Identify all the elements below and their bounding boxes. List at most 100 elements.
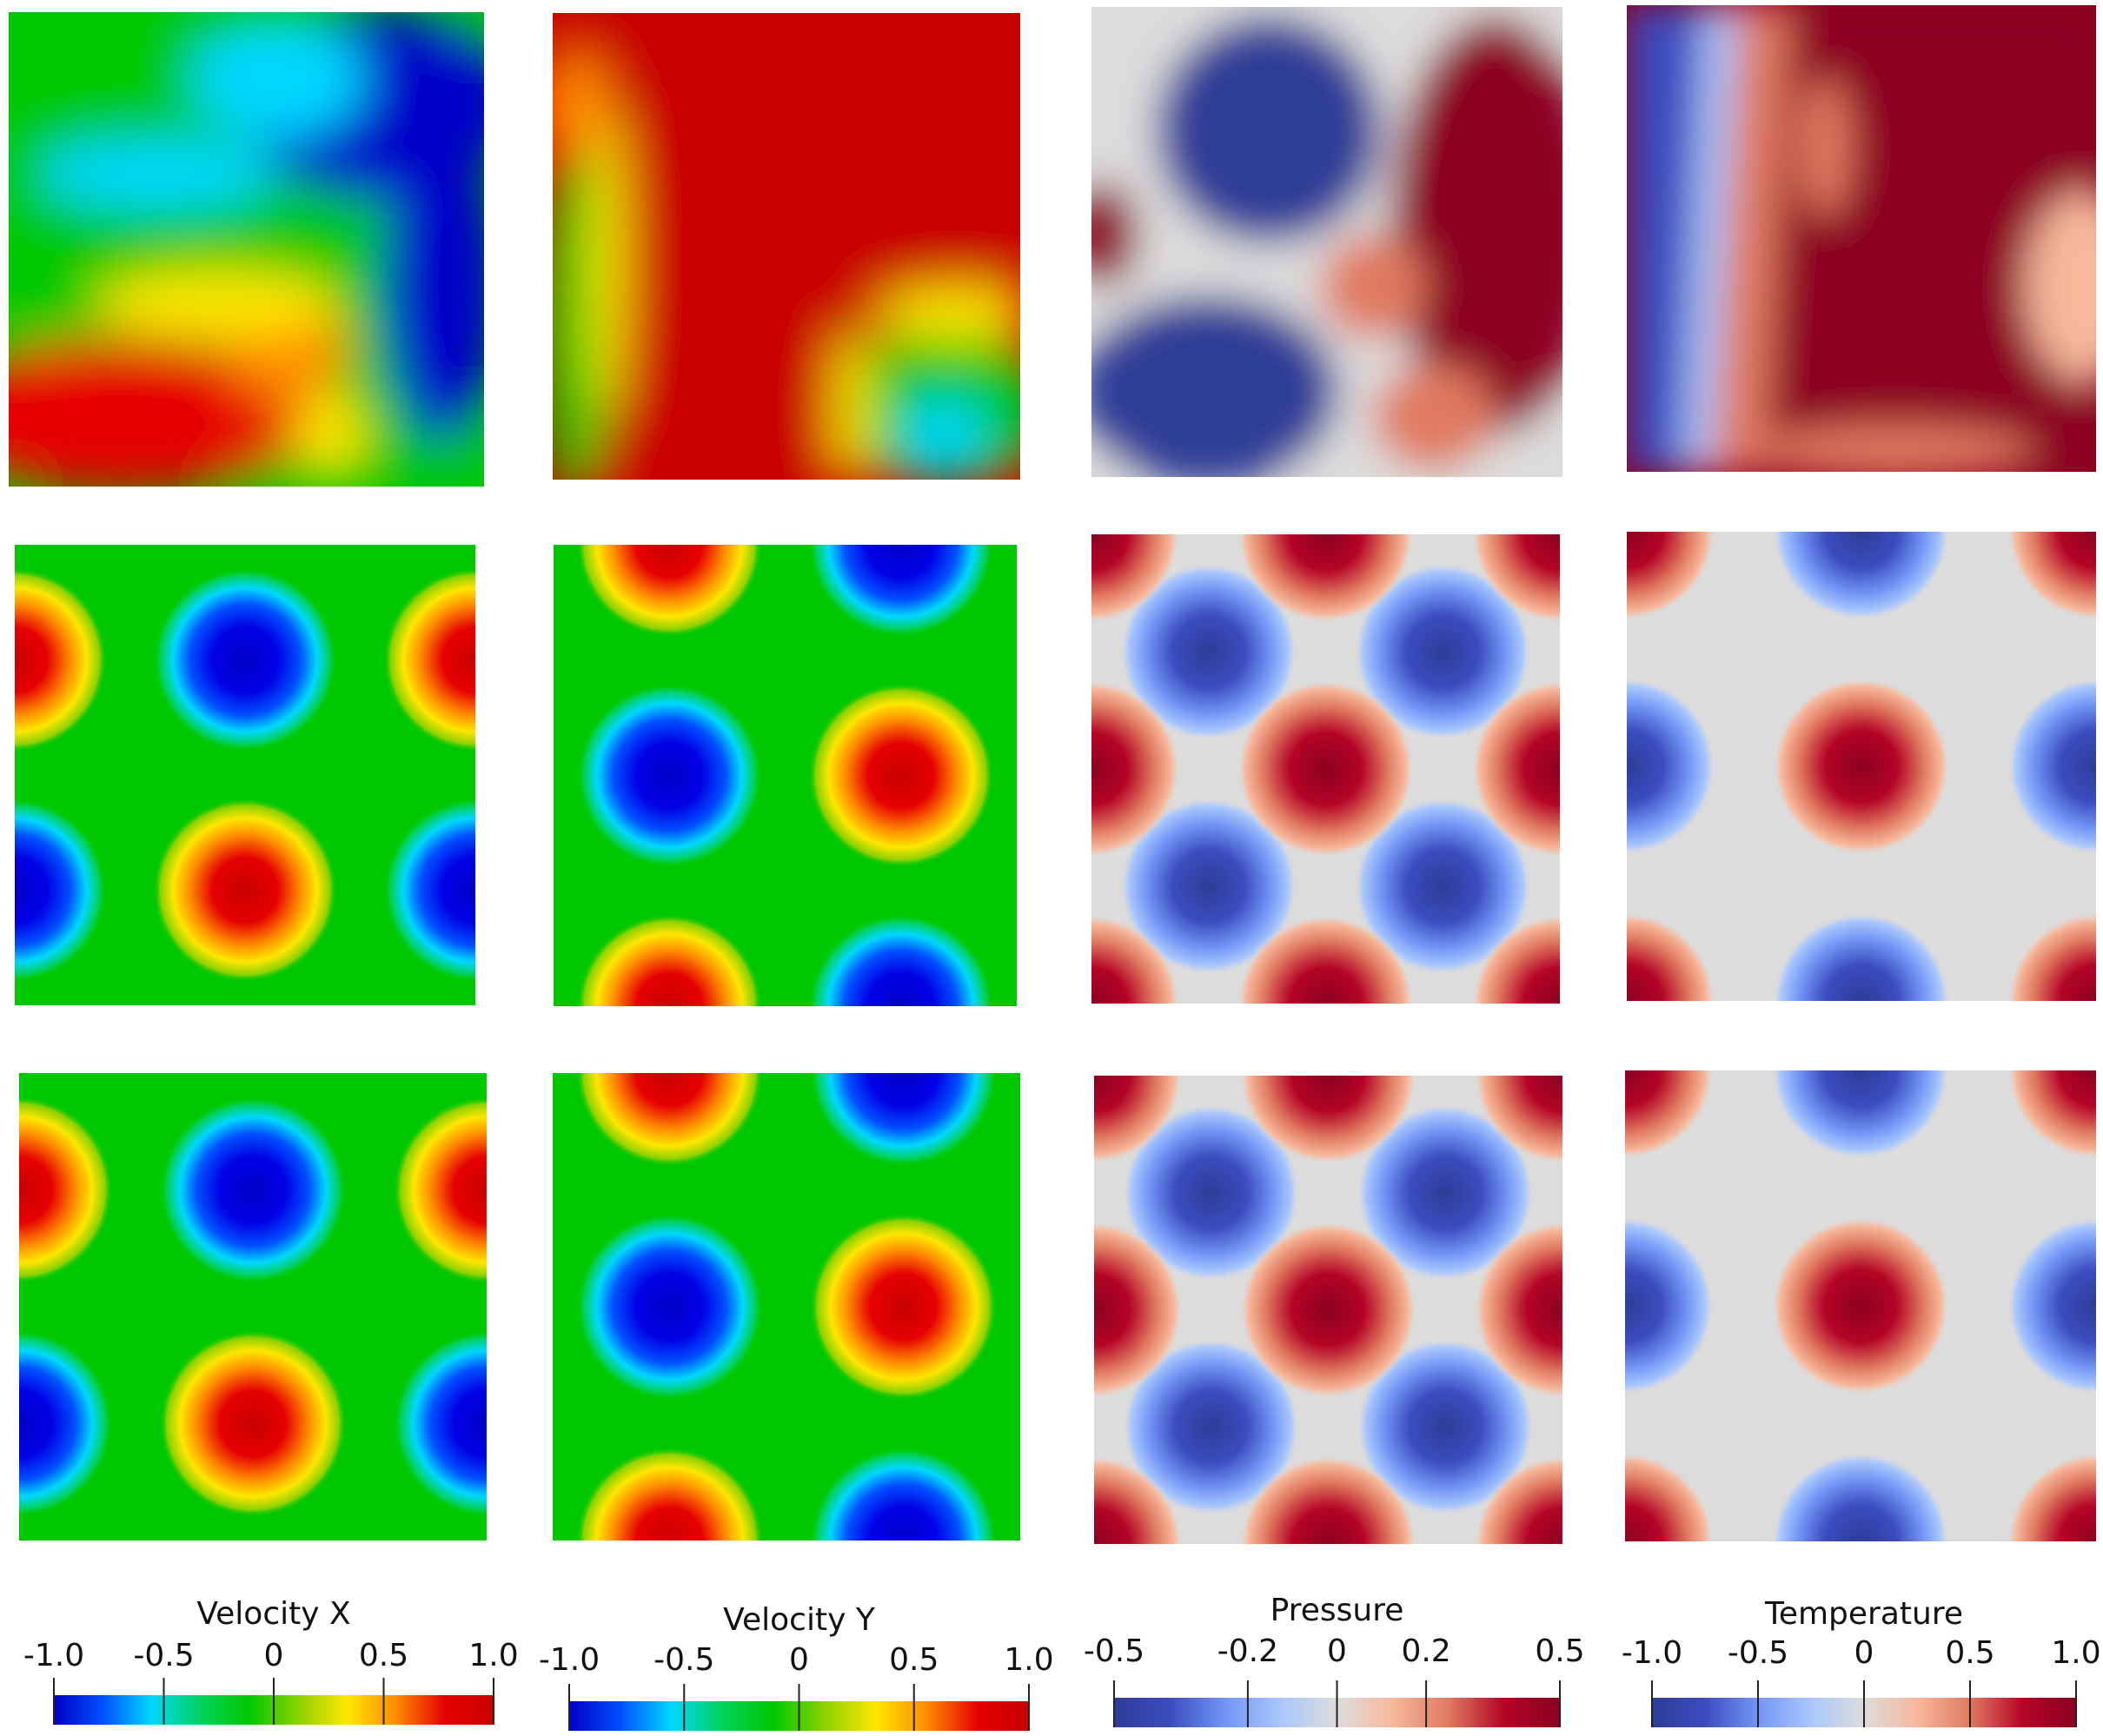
blue-region	[382, 130, 484, 443]
negative-cell	[1772, 532, 1951, 621]
positive-cell	[1094, 1221, 1184, 1399]
colorbar-tick-label: -0.5	[1728, 1635, 1788, 1671]
colorbar-tick-label: -1.0	[539, 1642, 600, 1678]
velocity-y-column	[553, 13, 1020, 1541]
colorbar-title: Pressure	[1270, 1593, 1404, 1628]
pressure-panel-row1	[1091, 7, 1562, 477]
colorbar-tick-label: -0.5	[653, 1642, 714, 1678]
negative-cell	[1122, 1337, 1301, 1516]
positive-cell	[1091, 914, 1181, 1004]
positive-cell	[1091, 679, 1181, 858]
positive-cell	[809, 1213, 998, 1401]
colorbars: Velocity X -1.0 -0.5 0 0.5 1.0 Velocity Y -1.0 -…	[23, 1593, 2101, 1731]
negative-cell	[1356, 1103, 1535, 1282]
colorbar-title: Velocity Y	[723, 1602, 876, 1638]
colorbar-tick-label: 0.5	[1945, 1635, 1994, 1671]
positive-cell	[1627, 911, 1716, 1001]
pressure-colorbar: Pressure -0.5 -0.2 0 0.2 0.5	[1084, 1593, 1585, 1727]
velocity-x-panel-row3	[19, 1073, 487, 1541]
colorbar-tick-label: 0	[1854, 1635, 1874, 1671]
salmon-band	[1712, 5, 1790, 472]
negative-cell	[576, 683, 762, 868]
positive-cell	[1470, 914, 1560, 1004]
colorbar-tick-label: 0	[264, 1638, 284, 1673]
velocity-x-column	[9, 12, 487, 1541]
light-region	[2025, 191, 2096, 382]
positive-cell	[808, 683, 994, 868]
cyan-band	[35, 139, 278, 209]
colorbar-tick-label: -1.0	[23, 1638, 84, 1673]
temperature-column	[1625, 5, 2096, 1541]
velocity-x-panel-row1	[9, 12, 484, 487]
negative-cell	[159, 1096, 347, 1284]
positive-cell	[1470, 679, 1560, 858]
colorbar-tick-label: 0	[789, 1642, 809, 1678]
red-region	[1390, 17, 1562, 434]
negative-cell	[1627, 677, 1716, 856]
positive-cell	[1237, 534, 1415, 624]
pressure-panel-row2	[1091, 534, 1560, 1004]
colorbar-tick-label: -0.2	[1217, 1633, 1278, 1669]
negative-cell	[1353, 562, 1532, 741]
positive-cell	[575, 1073, 764, 1167]
colorbar-tick-label: 0.5	[889, 1642, 939, 1678]
temperature-panel-row2	[1627, 532, 2096, 1001]
yellow-band	[834, 330, 869, 480]
velocity-x-colorbar: Velocity X -1.0 -0.5 0 0.5 1.0	[23, 1596, 519, 1725]
positive-cell	[1473, 1221, 1562, 1399]
colorbar-tick-label: 1.0	[2051, 1635, 2100, 1671]
colorbar-tick-label: 1.0	[1004, 1642, 1053, 1678]
colorbar-tick-label: 1.0	[468, 1638, 518, 1673]
positive-cell	[1094, 1076, 1184, 1165]
blue-region	[1156, 17, 1382, 243]
positive-cell	[1237, 679, 1415, 858]
positive-cell	[383, 567, 475, 752]
negative-cell	[2007, 1216, 2096, 1395]
positive-cell	[1091, 534, 1181, 624]
salmon-band	[1373, 365, 1495, 469]
cyan-spot	[899, 400, 986, 469]
cyan-band	[191, 17, 365, 139]
negative-cell	[1772, 911, 1951, 1001]
positive-cell	[1772, 677, 1951, 856]
negative-cell	[1353, 797, 1532, 976]
positive-cell	[1473, 1454, 1562, 1544]
colorbar-title: Temperature	[1764, 1596, 1963, 1632]
negative-cell	[1119, 797, 1298, 976]
positive-cell	[1771, 1216, 1950, 1395]
negative-cell	[809, 1073, 998, 1167]
temperature-panel-row3	[1625, 1070, 2096, 1541]
salmon-band	[1321, 235, 1425, 339]
positive-cell	[1625, 1452, 1715, 1541]
positive-cell	[15, 567, 107, 752]
negative-cell	[393, 1329, 487, 1518]
positive-cell	[1237, 914, 1415, 1004]
positive-cell	[1627, 532, 1716, 621]
negative-cell	[1771, 1452, 1950, 1541]
positive-cell	[2007, 1452, 2096, 1541]
positive-cell	[1239, 1076, 1417, 1165]
colorbar-tick-label: 0.5	[359, 1638, 408, 1673]
velocity-y-panel-row2	[554, 545, 1017, 1006]
positive-cell	[2007, 911, 2096, 1001]
salmon-region	[1799, 78, 1851, 217]
temperature-colorbar: Temperature -1.0 -0.5 0 0.5 1.0	[1622, 1596, 2101, 1727]
negative-cell	[1119, 562, 1298, 741]
yellow-band	[96, 269, 339, 339]
negative-cell	[808, 545, 994, 638]
colorbar-tick-label: -0.5	[1084, 1633, 1144, 1669]
negative-cell	[809, 1447, 998, 1541]
blue-region	[1627, 5, 1703, 472]
positive-cell	[1625, 1070, 1715, 1160]
pressure-column	[1091, 7, 1562, 1544]
positive-cell	[1239, 1454, 1417, 1544]
negative-cell	[153, 567, 337, 752]
positive-cell	[2007, 1070, 2096, 1160]
colorbar-tick-label: -1.0	[1622, 1635, 1682, 1671]
positive-cell	[575, 1447, 764, 1541]
positive-cell	[153, 798, 337, 983]
negative-cell	[383, 798, 475, 983]
positive-cell	[159, 1329, 347, 1518]
colorbar-title: Velocity X	[196, 1596, 350, 1632]
